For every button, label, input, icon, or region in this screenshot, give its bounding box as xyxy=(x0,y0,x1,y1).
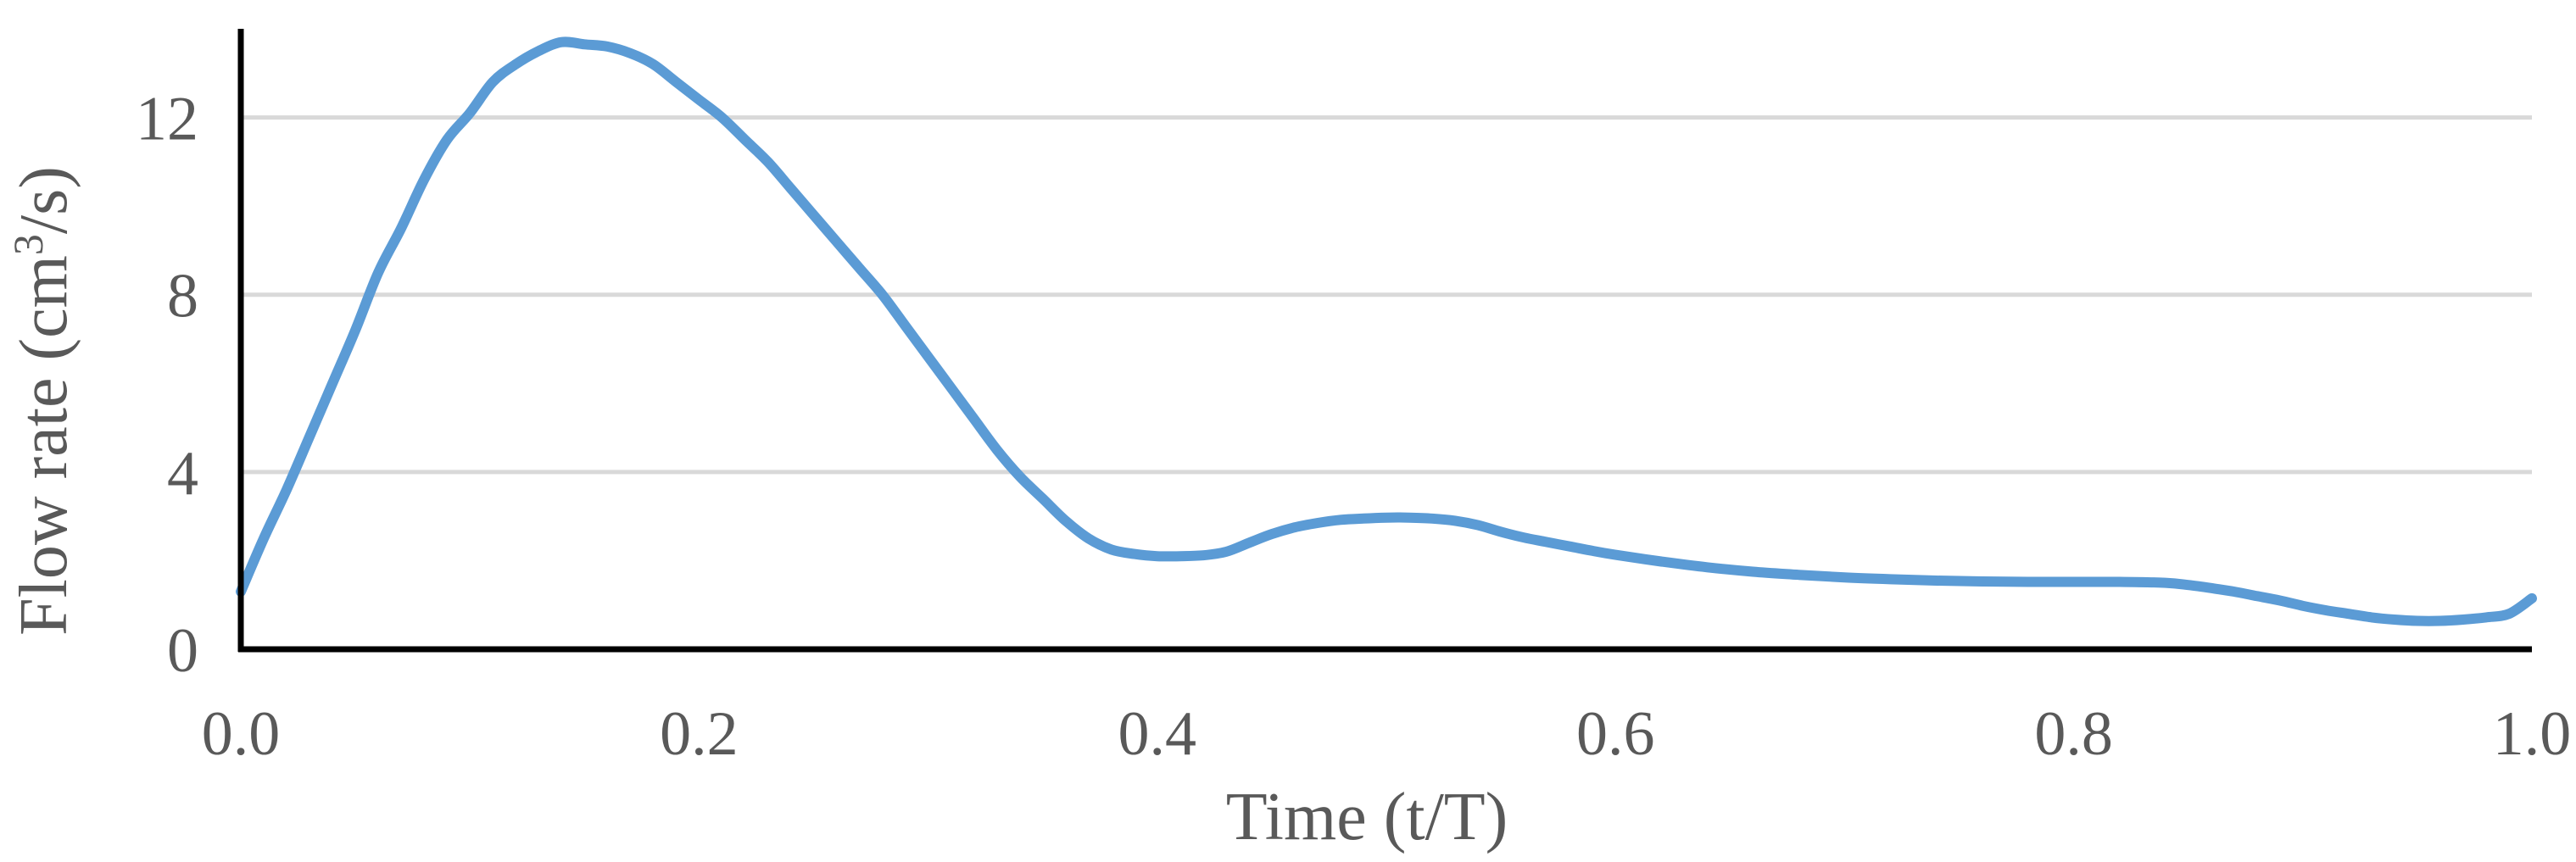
axes xyxy=(237,29,2532,653)
y-tick-label: 0 xyxy=(167,616,198,686)
y-tick-label: 4 xyxy=(167,439,198,509)
y-tick-label: 12 xyxy=(136,85,198,154)
y-axis-title-superscript: 3 xyxy=(4,234,52,255)
tick-labels: 0 4 8 12 0.0 0.2 0.4 0.6 0.8 1.0 xyxy=(136,85,2571,769)
x-tick-label: 0.6 xyxy=(1576,699,1655,769)
y-axis-title-suffix: /s) xyxy=(7,166,81,234)
gridlines xyxy=(241,115,2532,475)
x-tick-label: 0.0 xyxy=(202,699,281,769)
x-tick-label: 0.2 xyxy=(660,699,739,769)
y-axis-title: Flow rate (cm3/s) xyxy=(4,166,81,636)
x-tick-label: 0.8 xyxy=(2034,699,2113,769)
series-layer xyxy=(236,36,2537,626)
series-line-flow-rate xyxy=(236,36,2537,626)
x-axis-title: Time (t/T) xyxy=(1226,780,1508,854)
x-tick-label: 1.0 xyxy=(2493,699,2572,769)
y-axis-title-prefix: Flow rate (cm xyxy=(7,255,81,636)
x-tick-label: 0.4 xyxy=(1118,699,1197,769)
y-tick-label: 8 xyxy=(167,262,198,331)
